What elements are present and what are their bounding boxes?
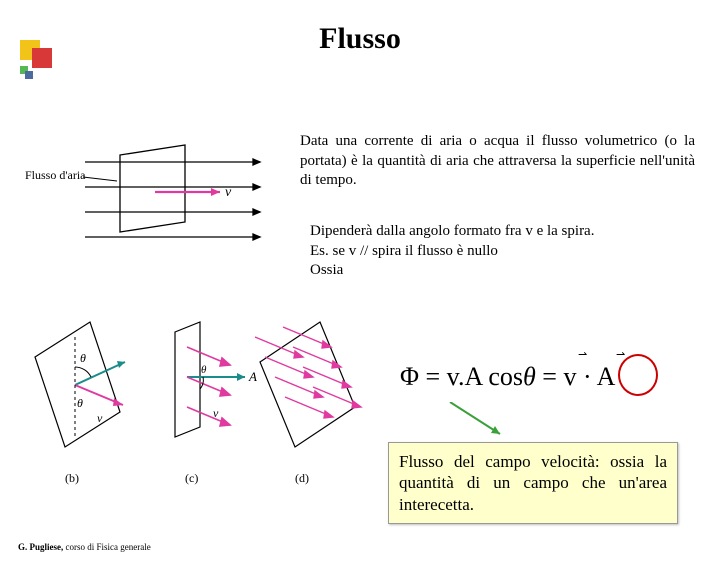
svg-text:θ: θ	[201, 364, 207, 376]
svg-text:v: v	[97, 411, 103, 425]
formula-part2: = v · A	[536, 362, 616, 391]
diagram-airflow: v Flusso d'aria	[25, 137, 285, 257]
paragraph-dependence: Dipenderà dalla angolo formato fra v e l…	[310, 222, 705, 281]
slide-title: Flusso	[0, 22, 720, 56]
svg-text:(c): (c)	[185, 471, 198, 485]
red-circle-annotation	[618, 354, 658, 396]
theta-symbol: θ	[523, 362, 536, 391]
p2-line2: Es. se v // spira il flusso è nullo	[310, 243, 498, 259]
footer-credit: G. Pugliese, corso di Fisica generale	[18, 542, 151, 552]
svg-text:A: A	[248, 369, 257, 384]
phi-symbol: Φ	[400, 362, 419, 391]
svg-text:θ: θ	[80, 351, 86, 365]
diagram-angles: θ θ v (b) A θ v (c)	[25, 307, 365, 497]
footer-course: corso di Fisica generale	[63, 542, 150, 552]
highlight-definition: Flusso del campo velocità: ossia la quan…	[388, 442, 678, 524]
svg-text:(d): (d)	[295, 471, 309, 485]
p2-line1: Dipenderà dalla angolo formato fra v e l…	[310, 223, 594, 239]
green-pointer	[445, 402, 505, 438]
svg-text:θ: θ	[77, 396, 83, 410]
p2-line3: Ossia	[310, 262, 343, 278]
paragraph-definition: Data una corrente di aria o acqua il flu…	[300, 132, 695, 191]
footer-author: G. Pugliese,	[18, 542, 63, 552]
airflow-label: Flusso d'aria	[25, 168, 86, 182]
vector-mark-v: ⇀	[578, 348, 587, 361]
flux-formula: Φ = v.A cosθ = v · A ⇀ ⇀	[400, 362, 615, 392]
formula-part1: = v.A cos	[419, 362, 523, 391]
bullet-decoration	[20, 66, 38, 84]
svg-text:(b): (b)	[65, 471, 79, 485]
v-label: v	[225, 185, 232, 200]
svg-text:v: v	[213, 406, 219, 420]
